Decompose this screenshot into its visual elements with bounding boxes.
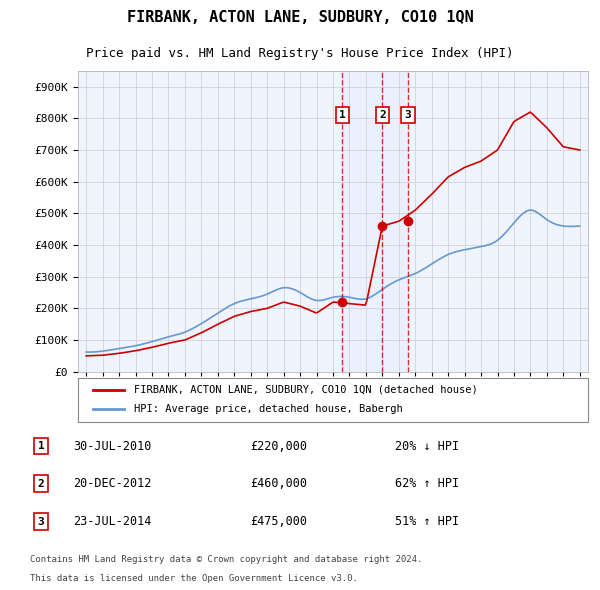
- Text: 1: 1: [339, 110, 346, 120]
- Text: This data is licensed under the Open Government Licence v3.0.: This data is licensed under the Open Gov…: [30, 573, 358, 583]
- Bar: [343, 71, 408, 372]
- Text: 51% ↑ HPI: 51% ↑ HPI: [395, 515, 460, 528]
- Text: 1: 1: [38, 441, 44, 451]
- Text: 20% ↓ HPI: 20% ↓ HPI: [395, 440, 460, 453]
- Text: 3: 3: [405, 110, 412, 120]
- Text: FIRBANK, ACTON LANE, SUDBURY, CO10 1QN (detached house): FIRBANK, ACTON LANE, SUDBURY, CO10 1QN (…: [134, 385, 478, 395]
- Text: Price paid vs. HM Land Registry's House Price Index (HPI): Price paid vs. HM Land Registry's House …: [86, 47, 514, 60]
- Text: FIRBANK, ACTON LANE, SUDBURY, CO10 1QN: FIRBANK, ACTON LANE, SUDBURY, CO10 1QN: [127, 10, 473, 25]
- Text: 62% ↑ HPI: 62% ↑ HPI: [395, 477, 460, 490]
- Text: 2: 2: [38, 479, 44, 489]
- Text: 23-JUL-2014: 23-JUL-2014: [74, 515, 152, 528]
- Text: £475,000: £475,000: [250, 515, 307, 528]
- Text: £460,000: £460,000: [250, 477, 307, 490]
- FancyBboxPatch shape: [78, 378, 588, 422]
- Text: £220,000: £220,000: [250, 440, 307, 453]
- Text: 20-DEC-2012: 20-DEC-2012: [74, 477, 152, 490]
- Text: 2: 2: [379, 110, 386, 120]
- Text: 30-JUL-2010: 30-JUL-2010: [74, 440, 152, 453]
- Text: 3: 3: [38, 517, 44, 526]
- Text: HPI: Average price, detached house, Babergh: HPI: Average price, detached house, Babe…: [134, 405, 403, 414]
- Text: Contains HM Land Registry data © Crown copyright and database right 2024.: Contains HM Land Registry data © Crown c…: [30, 555, 422, 564]
